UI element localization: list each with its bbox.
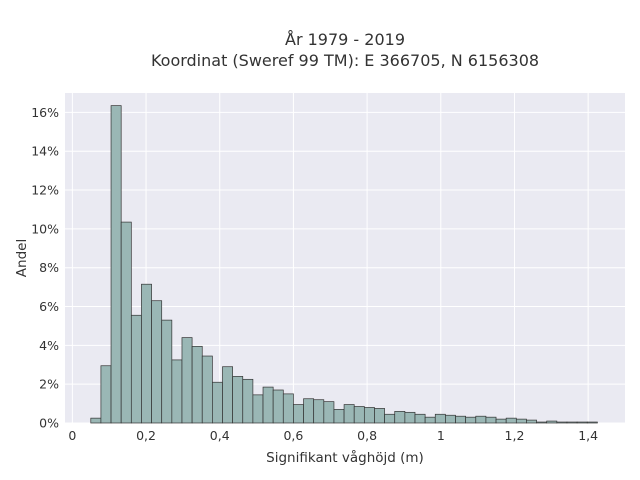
y-tick-label: 0% (39, 416, 59, 431)
histogram-bar (100, 365, 112, 424)
histogram-bar (201, 355, 213, 424)
histogram-bar (293, 404, 304, 424)
histogram-bar (171, 359, 183, 424)
chart-subtitle: Koordinat (Sweref 99 TM): E 366705, N 61… (151, 51, 539, 70)
y-tick-label: 4% (39, 338, 59, 353)
histogram-bar (303, 398, 315, 424)
histogram-bar (151, 300, 163, 424)
histogram-bar (414, 413, 426, 424)
histogram-bar (222, 366, 233, 424)
histogram-bar (282, 393, 294, 424)
y-tick-label: 10% (31, 221, 59, 236)
chart-title: År 1979 - 2019 (285, 30, 405, 49)
histogram-bar (110, 105, 122, 424)
histogram-bar (445, 414, 456, 424)
histogram-bar (404, 411, 416, 424)
histogram-bar (141, 283, 152, 424)
histogram-bar (556, 421, 568, 424)
x-tick-label: 0,4 (210, 428, 230, 443)
y-tick-label: 6% (39, 299, 59, 314)
histogram-bar (384, 413, 396, 424)
y-axis-label: Andel (14, 239, 30, 277)
bars (90, 105, 598, 424)
histogram-bar (586, 421, 598, 424)
histogram-bar (546, 420, 558, 424)
histogram-bar (363, 407, 375, 424)
histogram-bar (161, 319, 173, 424)
histogram-bar (374, 408, 385, 424)
histogram-bar (485, 416, 497, 424)
histogram-bar (475, 415, 487, 424)
histogram-bar (515, 418, 527, 424)
histogram-bar (90, 417, 102, 424)
y-tick-label: 12% (31, 183, 59, 198)
histogram-bar (526, 419, 537, 424)
histogram-bar (212, 381, 223, 424)
histogram-bar (130, 314, 142, 424)
x-axis-label: Signifikant våghöjd (m) (266, 449, 424, 466)
histogram-bar (576, 421, 588, 424)
histogram-bar (353, 406, 365, 424)
histogram-bar (252, 394, 264, 424)
histogram-bar (313, 399, 325, 424)
x-tick-label: 1 (437, 428, 445, 443)
x-tick-labels: 0 0,2 0,4 0,6 0,8 1 1,2 1,4 (68, 428, 598, 443)
histogram-bar (323, 401, 335, 424)
histogram-bar (242, 378, 254, 424)
histogram-bar (424, 416, 436, 424)
histogram-bar (232, 376, 244, 424)
x-tick-label: 1,2 (505, 428, 525, 443)
histogram-bar (343, 404, 355, 424)
histogram-bar (272, 389, 284, 424)
histogram-bar (536, 421, 548, 424)
x-tick-label: 1,4 (578, 428, 598, 443)
y-tick-label: 8% (39, 260, 59, 275)
histogram-bar (333, 409, 345, 424)
histogram-bar (262, 386, 274, 424)
x-tick-label: 0,8 (357, 428, 377, 443)
histogram-bar (566, 421, 578, 424)
x-tick-label: 0,2 (136, 428, 156, 443)
x-tick-label: 0 (68, 428, 76, 443)
y-tick-label: 14% (31, 144, 59, 159)
histogram-bar (465, 416, 477, 424)
y-tick-label: 16% (31, 105, 59, 120)
histogram-bar (181, 337, 193, 424)
histogram-bar (455, 415, 467, 424)
histogram-bar (434, 413, 446, 424)
histogram-bar (120, 221, 132, 424)
histogram-bar (495, 418, 507, 424)
histogram-bar (191, 345, 203, 424)
histogram-bar (505, 417, 517, 424)
y-tick-label: 2% (39, 377, 59, 392)
x-tick-label: 0,6 (283, 428, 303, 443)
histogram-bar (394, 411, 406, 424)
y-tick-labels: 0% 2% 4% 6% 8% 10% 12% 14% 16% (31, 105, 59, 431)
